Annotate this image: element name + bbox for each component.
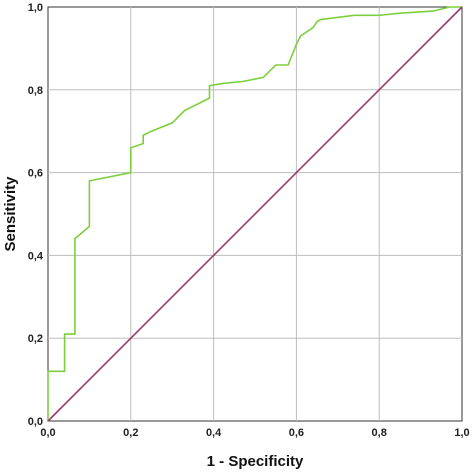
y-tick-label: 0,6 [28,168,43,180]
y-tick-label: 0,8 [28,85,43,97]
y-axis-title: Sensitivity [2,176,19,252]
x-tick-labels: 0,0 0,2 0,4 0,6 0,8 1,0 [40,427,469,439]
series-layer [47,6,463,422]
x-tick-label: 0,2 [123,427,138,439]
y-tick-label: 0,4 [28,250,44,262]
y-tick-label: 1,0 [28,2,43,14]
y-tick-labels: 0,0 0,2 0,4 0,6 0,8 1,0 [28,2,44,428]
x-tick-label: 0,0 [40,427,55,439]
y-tick-label: 0,0 [28,416,43,428]
x-tick-label: 0,8 [372,427,387,439]
x-axis-title: 1 - Specificity [207,453,304,470]
y-tick-label: 0,2 [28,333,43,345]
x-tick-label: 1,0 [454,427,469,439]
reference-diagonal-line [47,6,463,422]
x-tick-label: 0,6 [289,427,304,439]
gridlines [48,7,462,421]
roc-curve-line [47,6,462,421]
x-tick-label: 0,4 [206,427,222,439]
